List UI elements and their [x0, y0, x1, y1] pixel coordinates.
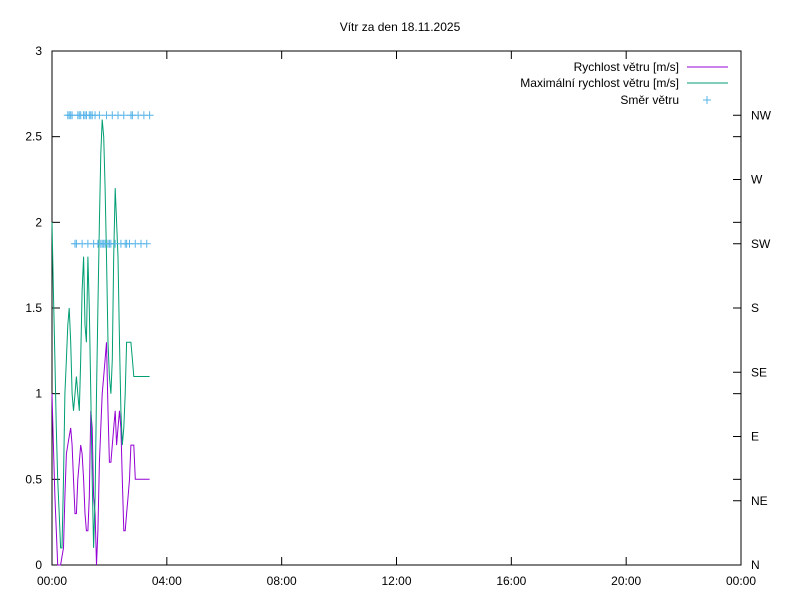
- legend-label: Maximální rychlost větru [m/s]: [520, 76, 679, 90]
- legend-label: Směr větru: [620, 93, 679, 107]
- plot-border: [51, 50, 742, 566]
- legend-label: Rychlost větru [m/s]: [574, 60, 679, 74]
- chart-ticks: 0 0.5 1 1.5 2 2.5 3 N NE E SE S SW W NW 00:00 04:00 08:00…: [25, 44, 771, 588]
- x-tick-label: 16:00: [496, 574, 526, 588]
- y-left-tick-label: 0: [35, 558, 42, 572]
- chart-axes: [51, 50, 742, 566]
- y-right-tick-label: NW: [751, 108, 772, 122]
- y-right-tick-label: S: [751, 301, 759, 315]
- x-tick-label: 12:00: [381, 574, 411, 588]
- chart-plot-area: [51, 111, 154, 566]
- y-right-tick-label: SW: [751, 237, 771, 251]
- x-tick-label: 00:00: [37, 574, 67, 588]
- y-left-tick-label: 2: [35, 215, 42, 229]
- direction-point: [119, 111, 128, 120]
- y-left-tick-label: 1: [35, 387, 42, 401]
- direction-point: [145, 111, 154, 120]
- y-right-tick-label: NE: [751, 494, 768, 508]
- x-tick-label: 00:00: [726, 574, 756, 588]
- y-left-tick-label: 0.5: [25, 472, 42, 486]
- speed-line: [51, 342, 150, 566]
- x-tick-label: 08:00: [267, 574, 297, 588]
- y-right-tick-label: W: [751, 173, 763, 187]
- direction-point: [142, 239, 151, 248]
- max-speed-line: [51, 119, 150, 549]
- y-right-tick-label: N: [751, 558, 760, 572]
- y-left-tick-label: 3: [35, 44, 42, 58]
- x-tick-label: 20:00: [611, 574, 641, 588]
- y-left-tick-label: 1.5: [25, 301, 42, 315]
- y-left-tick-label: 2.5: [25, 130, 42, 144]
- chart-legend: Rychlost větru [m/s] Maximální rychlost v…: [520, 60, 728, 107]
- x-tick-label: 04:00: [152, 574, 182, 588]
- y-right-tick-label: E: [751, 430, 759, 444]
- chart-title: Vítr za den 18.11.2025: [340, 20, 461, 34]
- y-right-tick-label: SE: [751, 365, 767, 379]
- direction-point: [95, 111, 104, 120]
